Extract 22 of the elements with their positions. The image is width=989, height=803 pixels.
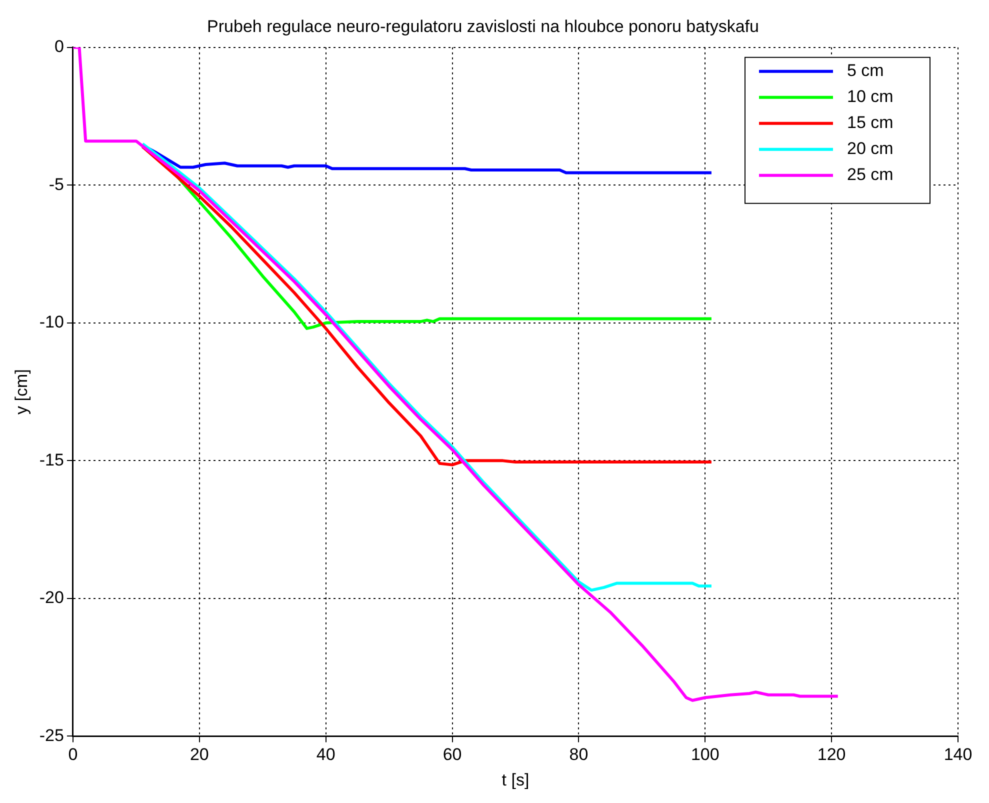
x-tick-label: 100 bbox=[690, 745, 720, 764]
x-tick-label: 0 bbox=[68, 745, 78, 764]
y-tick-label: -25 bbox=[39, 726, 64, 745]
legend-label: 10 cm bbox=[847, 87, 894, 106]
y-tick-label: -20 bbox=[39, 588, 64, 608]
y-tick-label: -10 bbox=[39, 312, 64, 332]
x-axis-title: t [s] bbox=[502, 770, 530, 790]
x-tick-label: 20 bbox=[190, 745, 209, 764]
x-tick-label: 120 bbox=[817, 745, 846, 764]
x-tick-label: 60 bbox=[442, 745, 462, 764]
y-tick-label: 0 bbox=[54, 37, 64, 56]
legend-label: 20 cm bbox=[847, 139, 894, 158]
x-tick-label: 40 bbox=[316, 745, 336, 764]
x-tick-label: 140 bbox=[944, 745, 972, 764]
legend-label: 25 cm bbox=[847, 165, 894, 184]
chart-title: Prubeh regulace neuro-regulatoru zavislosti na hloubce ponoru batyskafu bbox=[207, 16, 759, 36]
legend-label: 5 cm bbox=[847, 61, 884, 80]
legend-label: 15 cm bbox=[847, 113, 894, 132]
y-tick-label: -5 bbox=[48, 174, 64, 194]
y-tick-label: -15 bbox=[39, 450, 64, 470]
x-tick-label: 80 bbox=[569, 745, 588, 764]
y-axis-title: y [cm] bbox=[12, 369, 31, 414]
